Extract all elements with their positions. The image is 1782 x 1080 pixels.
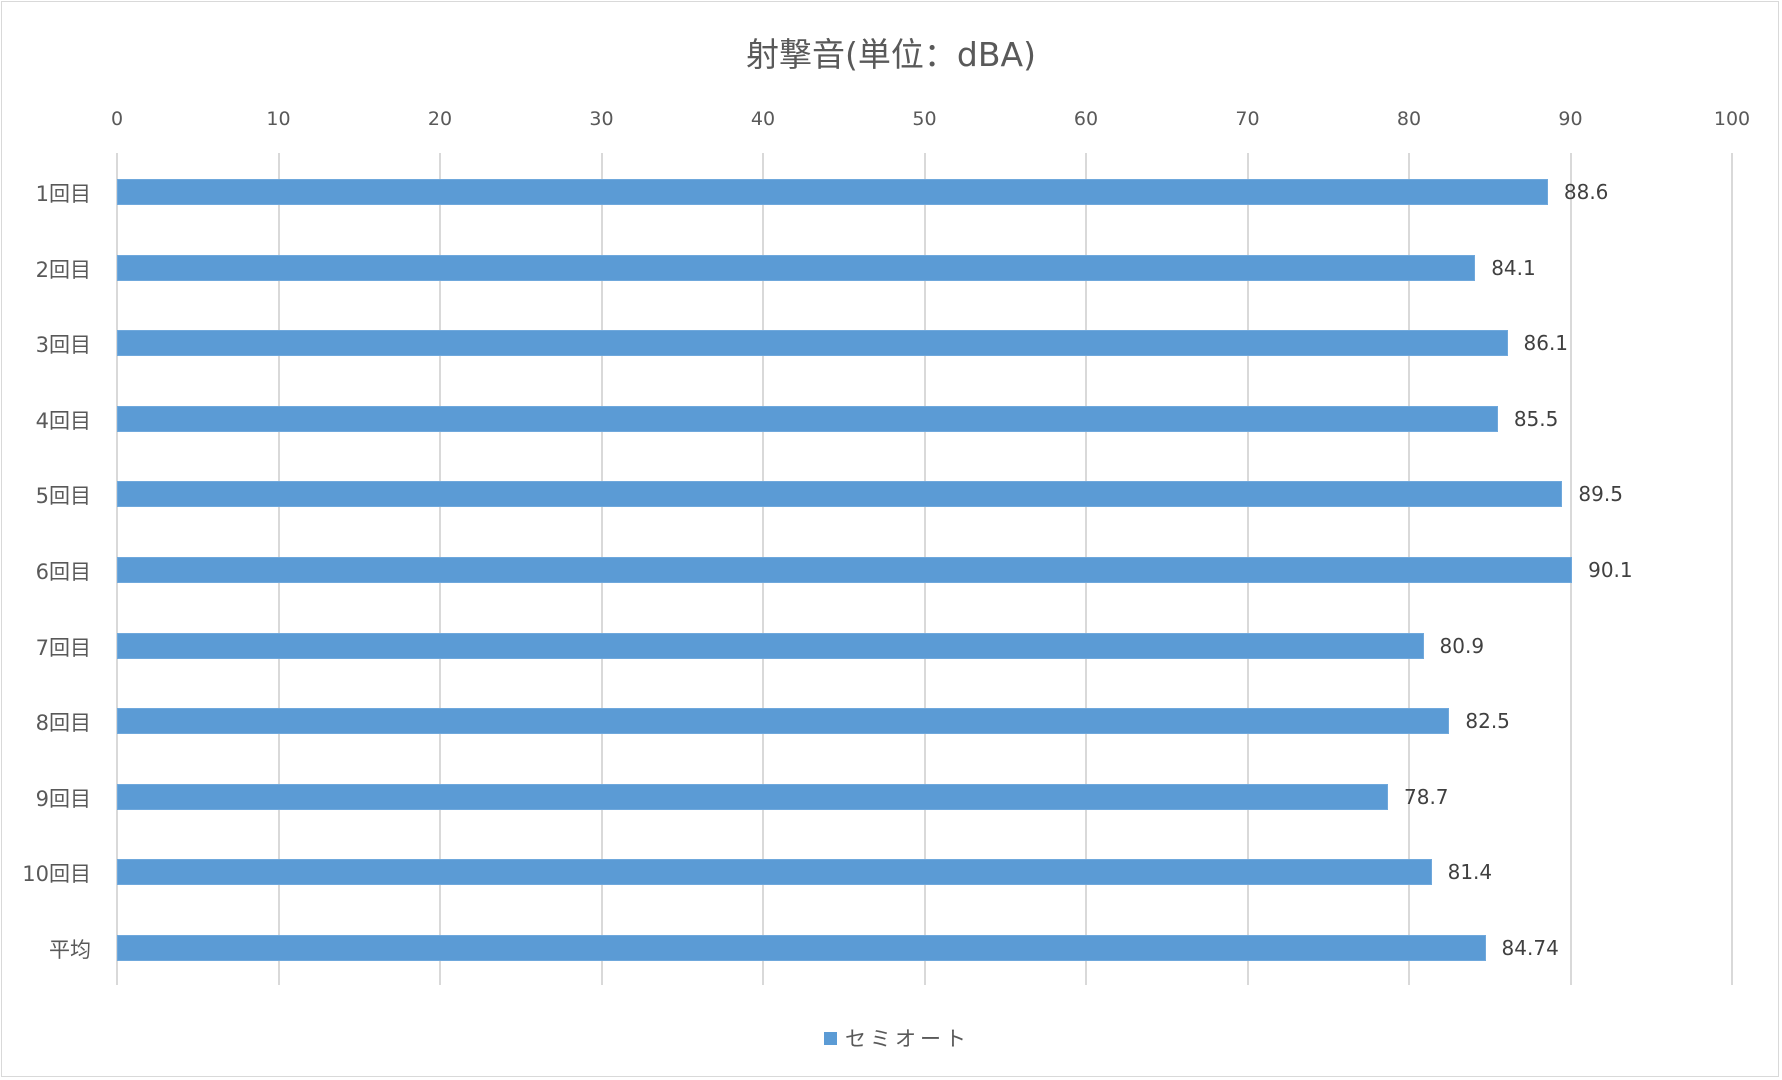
legend-label: セミオート	[845, 1027, 970, 1051]
data-label: 78.7	[1404, 784, 1449, 809]
category-label: 5回目	[35, 484, 91, 509]
data-label: 86.1	[1523, 331, 1569, 356]
category-label: 3回目	[35, 333, 91, 358]
data-label: 89.5	[1578, 482, 1623, 507]
x-tick-label: 40	[750, 108, 776, 130]
data-label: 84.74	[1501, 936, 1559, 960]
chart-title: 射撃音(単位：dBA)	[746, 35, 1036, 74]
category-label: 2回目	[35, 257, 91, 282]
x-tick-label: 90	[1558, 108, 1583, 130]
bar	[117, 557, 1573, 583]
legend: セミオート	[824, 1023, 970, 1053]
x-tick-label: 50	[912, 108, 937, 130]
data-label: 88.6	[1563, 180, 1609, 204]
data-label: 90.1	[1588, 558, 1633, 582]
bar	[117, 783, 1388, 810]
category-label: 4回目	[35, 408, 91, 433]
data-label: 82.5	[1465, 709, 1510, 734]
bar	[117, 632, 1424, 659]
x-tick-label: 70	[1235, 108, 1260, 130]
bar	[117, 405, 1498, 432]
bar	[117, 935, 1486, 961]
category-label: 平均	[49, 938, 91, 962]
x-tick-label: 30	[589, 108, 614, 130]
data-label: 84.1	[1491, 255, 1536, 280]
category-label: 7回目	[35, 635, 91, 660]
x-tick-label: 60	[1073, 108, 1099, 130]
data-label: 81.4	[1447, 860, 1493, 885]
category-label: 8回目	[35, 711, 91, 736]
data-label: 80.9	[1439, 633, 1485, 658]
x-tick-label: 10	[266, 108, 291, 130]
x-tick-label: 100	[1713, 108, 1751, 130]
bar	[117, 254, 1476, 281]
category-label: 6回目	[35, 560, 91, 584]
category-label: 9回目	[35, 786, 91, 811]
x-tick-label: 0	[110, 108, 124, 130]
x-tick-label: 20	[427, 108, 453, 130]
bar	[117, 330, 1508, 357]
bar	[117, 859, 1432, 886]
legend-swatch-icon	[824, 1031, 837, 1045]
gridline	[1731, 153, 1733, 985]
x-tick-label: 80	[1396, 108, 1422, 130]
bar	[117, 708, 1450, 735]
category-label: 1回目	[35, 182, 91, 206]
category-label: 10回目	[22, 862, 91, 887]
bar	[117, 179, 1548, 205]
data-label: 85.5	[1513, 406, 1559, 431]
bar	[117, 481, 1563, 508]
